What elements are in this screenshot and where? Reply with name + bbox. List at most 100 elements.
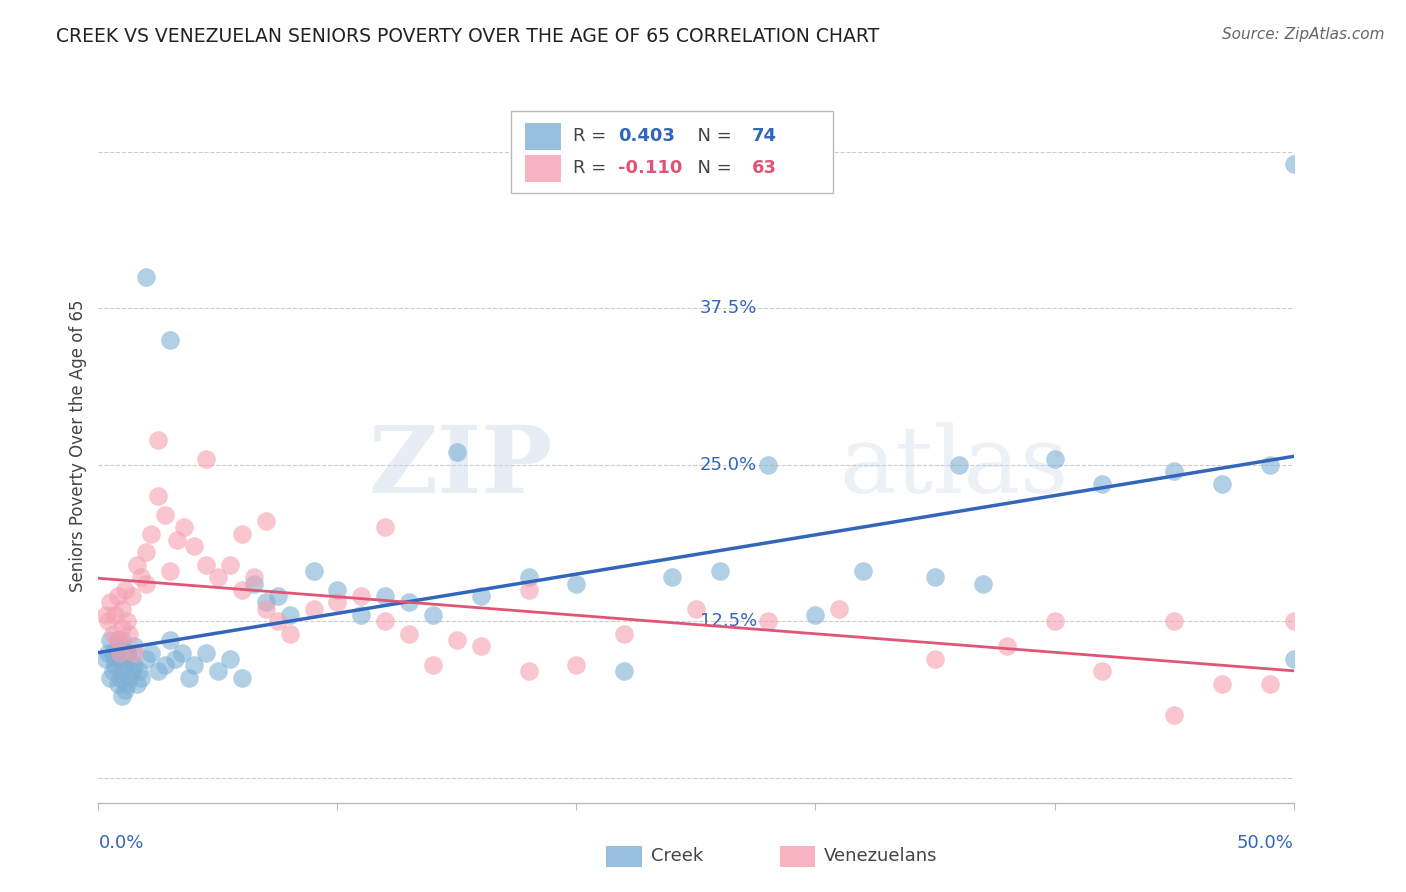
Point [924,570,946,584]
Point [124,640,146,654]
Point [828,601,851,615]
Point [195,646,218,660]
Point [104,658,127,673]
Point [756,614,779,628]
Point [254,514,277,528]
Point [101,646,124,660]
Point [374,589,396,603]
Point [254,595,277,609]
Text: 37.5%: 37.5% [700,300,756,318]
Point [107,589,129,603]
Point [107,640,129,654]
Point [125,677,148,691]
Point [159,564,181,578]
Point [148,665,170,679]
Point [115,646,138,660]
Point [1163,708,1185,723]
Point [350,589,373,603]
Point [517,665,540,679]
Point [517,570,540,584]
Point [804,607,827,622]
Point [565,658,588,673]
Point [124,646,146,660]
Point [422,658,444,673]
Point [398,627,420,641]
Point [1258,458,1281,472]
Point [278,627,301,641]
Point [155,508,177,522]
Point [470,589,492,603]
Text: 0.403: 0.403 [619,128,675,145]
Point [135,270,157,285]
Point [613,627,636,641]
Point [111,633,134,648]
Text: ZIP: ZIP [368,423,553,512]
Point [139,526,162,541]
Text: 74: 74 [752,128,778,145]
Point [173,520,195,534]
Point [128,665,150,679]
Point [1091,476,1114,491]
Point [231,526,253,541]
FancyBboxPatch shape [524,155,561,182]
Point [139,646,162,660]
Point [613,665,636,679]
Point [219,652,242,666]
Point [350,607,373,622]
Point [1163,614,1185,628]
Point [118,671,141,685]
Point [166,533,188,547]
Point [115,614,138,628]
Point [1091,665,1114,679]
Point [108,652,131,666]
Text: atlas: atlas [839,423,1069,512]
Point [98,671,122,685]
Point [115,677,138,691]
Text: 0.0%: 0.0% [98,834,143,852]
Point [148,489,170,503]
Point [219,558,242,572]
Point [135,652,157,666]
Text: R =: R = [572,160,612,178]
Point [107,677,129,691]
Point [114,683,136,698]
Point [94,652,117,666]
Point [972,576,994,591]
Text: N =: N = [686,160,738,178]
Point [104,652,127,666]
Point [104,607,127,622]
Point [278,607,301,622]
Point [98,633,122,648]
Text: CREEK VS VENEZUELAN SENIORS POVERTY OVER THE AGE OF 65 CORRELATION CHART: CREEK VS VENEZUELAN SENIORS POVERTY OVER… [56,27,880,45]
Point [125,558,148,572]
Point [97,614,120,628]
Point [243,570,266,584]
Point [183,658,205,673]
FancyBboxPatch shape [606,846,643,867]
Point [131,671,153,685]
Point [135,576,157,591]
Point [114,658,136,673]
Point [1282,157,1305,171]
Point [422,607,444,622]
Point [1282,614,1305,628]
Point [709,564,731,578]
Text: R =: R = [572,128,612,145]
Point [852,564,875,578]
Point [183,539,205,553]
Point [517,582,540,597]
Text: -0.110: -0.110 [619,160,683,178]
Point [302,601,325,615]
Point [97,646,120,660]
Point [115,646,138,660]
Point [101,627,124,641]
Point [326,595,349,609]
Point [195,558,218,572]
Point [924,652,946,666]
Point [1211,476,1233,491]
Point [565,576,588,591]
Text: Venezuelans: Venezuelans [824,847,938,865]
Y-axis label: Seniors Poverty Over the Age of 65: Seniors Poverty Over the Age of 65 [69,300,87,592]
Point [1043,451,1066,466]
Point [254,601,277,615]
